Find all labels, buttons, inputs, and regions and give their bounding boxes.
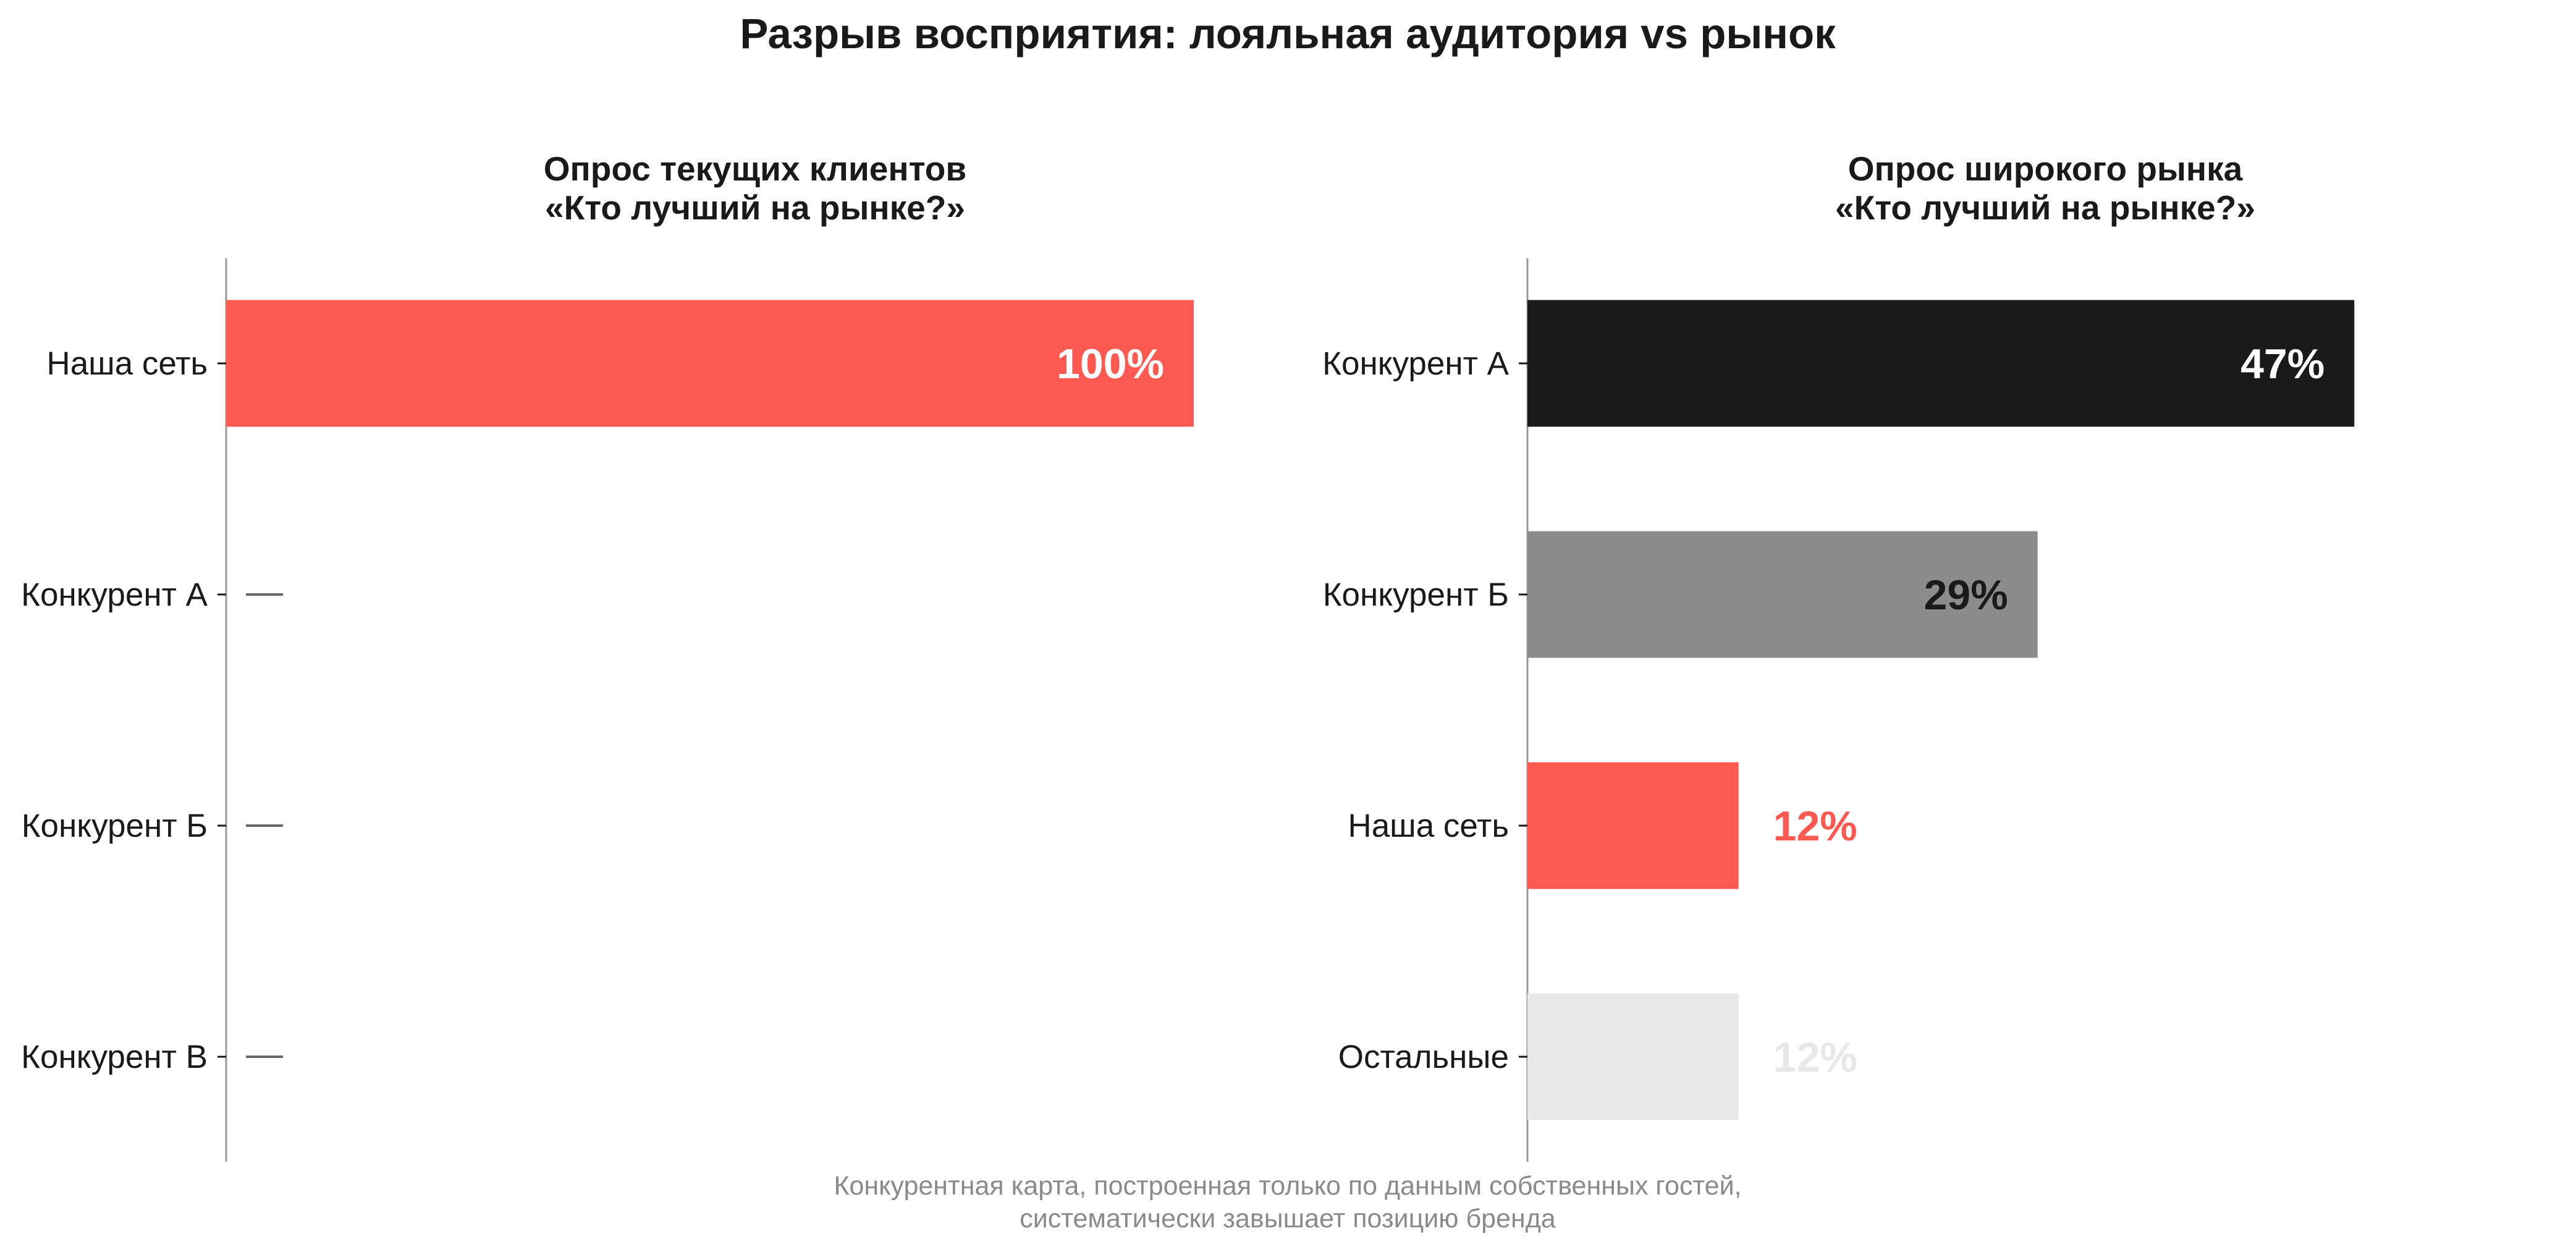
left-category-label: Наша сеть: [46, 345, 208, 382]
right-category-label: Конкурент Б: [1323, 577, 1509, 613]
left-panel-title-line1: Опрос текущих клиентов: [544, 150, 966, 188]
right-panel-title-line2: «Кто лучший на рынке?»: [1835, 188, 2255, 227]
footnote-line1: Конкурентная карта, построенная только п…: [834, 1171, 1741, 1201]
right-bar: [1527, 762, 1739, 889]
right-bar: [1527, 993, 1739, 1120]
left-panel: Опрос текущих клиентов «Кто лучший на ры…: [21, 150, 1194, 1162]
left-category-label: Конкурент Б: [22, 808, 208, 844]
right-category-label: Наша сеть: [1348, 808, 1509, 844]
chart-title: Разрыв восприятия: лояльная аудитория vs…: [740, 10, 1836, 57]
right-panel-title-line1: Опрос широкого рынка: [1848, 150, 2243, 188]
right-category-label: Конкурент А: [1322, 345, 1510, 382]
left-category-label: Конкурент В: [21, 1039, 208, 1075]
footnote-line2: систематически завышает позицию бренда: [1020, 1204, 1555, 1233]
right-bar: [1527, 300, 2355, 427]
right-value-label: 12%: [1773, 1034, 1857, 1081]
right-category-label: Остальные: [1338, 1039, 1509, 1075]
left-value-label: 100%: [1057, 341, 1164, 387]
left-bar: [226, 300, 1194, 427]
left-panel-title-line2: «Кто лучший на рынке?»: [545, 188, 965, 227]
right-value-label: 47%: [2240, 341, 2325, 387]
right-bar: [1527, 531, 2038, 658]
right-value-label: 12%: [1773, 803, 1857, 850]
right-panel-plot: Конкурент А 47% Конкурент Б 29% Наша сеть 12%…: [1322, 258, 2355, 1162]
right-panel: Опрос широкого рынка «Кто лучший на рынк…: [1322, 150, 2355, 1162]
left-category-label: Конкурент А: [21, 577, 208, 613]
right-value-label: 29%: [1924, 572, 2008, 619]
left-panel-plot: Наша сеть 100% Конкурент А Конкурент Б Конку…: [21, 258, 1194, 1162]
